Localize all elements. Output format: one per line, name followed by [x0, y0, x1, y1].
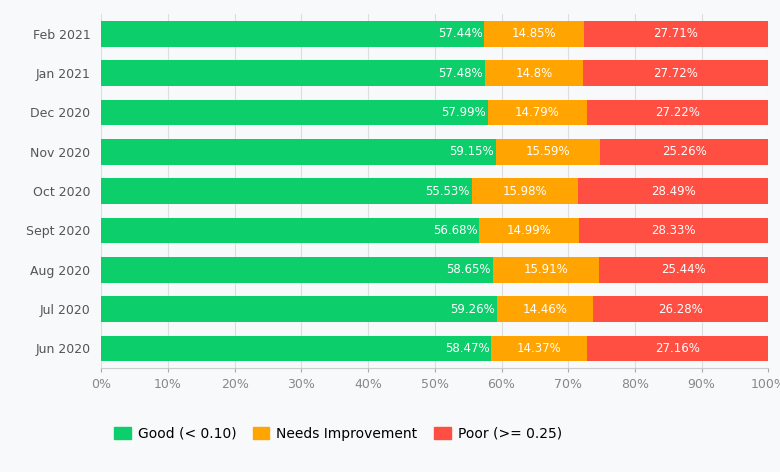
Bar: [580, 218, 768, 243]
Text: 59.26%: 59.26%: [450, 303, 495, 316]
Bar: [101, 218, 480, 243]
Text: 26.28%: 26.28%: [658, 303, 703, 316]
Text: 27.72%: 27.72%: [654, 67, 698, 80]
Bar: [472, 178, 578, 204]
Bar: [491, 336, 587, 361]
Bar: [101, 336, 491, 361]
Text: 25.44%: 25.44%: [661, 263, 706, 276]
Text: 15.98%: 15.98%: [502, 185, 548, 198]
Bar: [101, 139, 496, 165]
Bar: [484, 60, 583, 86]
Text: 58.47%: 58.47%: [445, 342, 489, 355]
Bar: [496, 139, 600, 165]
Legend: Good (< 0.10), Needs Improvement, Poor (>= 0.25): Good (< 0.10), Needs Improvement, Poor (…: [108, 421, 568, 446]
Text: 14.85%: 14.85%: [512, 27, 556, 40]
Bar: [593, 296, 768, 322]
Text: 55.53%: 55.53%: [425, 185, 470, 198]
Bar: [578, 178, 768, 204]
Bar: [488, 100, 587, 125]
Text: 57.99%: 57.99%: [441, 106, 486, 119]
Text: 14.79%: 14.79%: [515, 106, 560, 119]
Text: 14.8%: 14.8%: [516, 67, 553, 80]
Text: 14.37%: 14.37%: [517, 342, 562, 355]
Bar: [101, 296, 497, 322]
Text: 57.44%: 57.44%: [438, 27, 483, 40]
Text: 15.91%: 15.91%: [523, 263, 568, 276]
Text: 25.26%: 25.26%: [661, 145, 707, 158]
Text: 15.59%: 15.59%: [526, 145, 570, 158]
Text: 56.68%: 56.68%: [433, 224, 477, 237]
Bar: [101, 257, 492, 283]
Text: 59.15%: 59.15%: [449, 145, 494, 158]
Bar: [101, 178, 472, 204]
Bar: [583, 21, 768, 47]
Bar: [101, 21, 484, 47]
Text: 27.71%: 27.71%: [654, 27, 698, 40]
Text: 14.99%: 14.99%: [507, 224, 551, 237]
Text: 27.22%: 27.22%: [655, 106, 700, 119]
Bar: [583, 60, 768, 86]
Bar: [101, 60, 484, 86]
Text: 27.16%: 27.16%: [655, 342, 700, 355]
Bar: [101, 100, 488, 125]
Text: 58.65%: 58.65%: [446, 263, 491, 276]
Bar: [587, 100, 768, 125]
Text: 14.46%: 14.46%: [523, 303, 567, 316]
Bar: [587, 336, 768, 361]
Bar: [598, 257, 768, 283]
Text: 28.33%: 28.33%: [651, 224, 696, 237]
Text: 28.49%: 28.49%: [651, 185, 696, 198]
Bar: [600, 139, 768, 165]
Bar: [480, 218, 580, 243]
Bar: [492, 257, 598, 283]
Bar: [497, 296, 593, 322]
Bar: [484, 21, 583, 47]
Text: 57.48%: 57.48%: [438, 67, 483, 80]
